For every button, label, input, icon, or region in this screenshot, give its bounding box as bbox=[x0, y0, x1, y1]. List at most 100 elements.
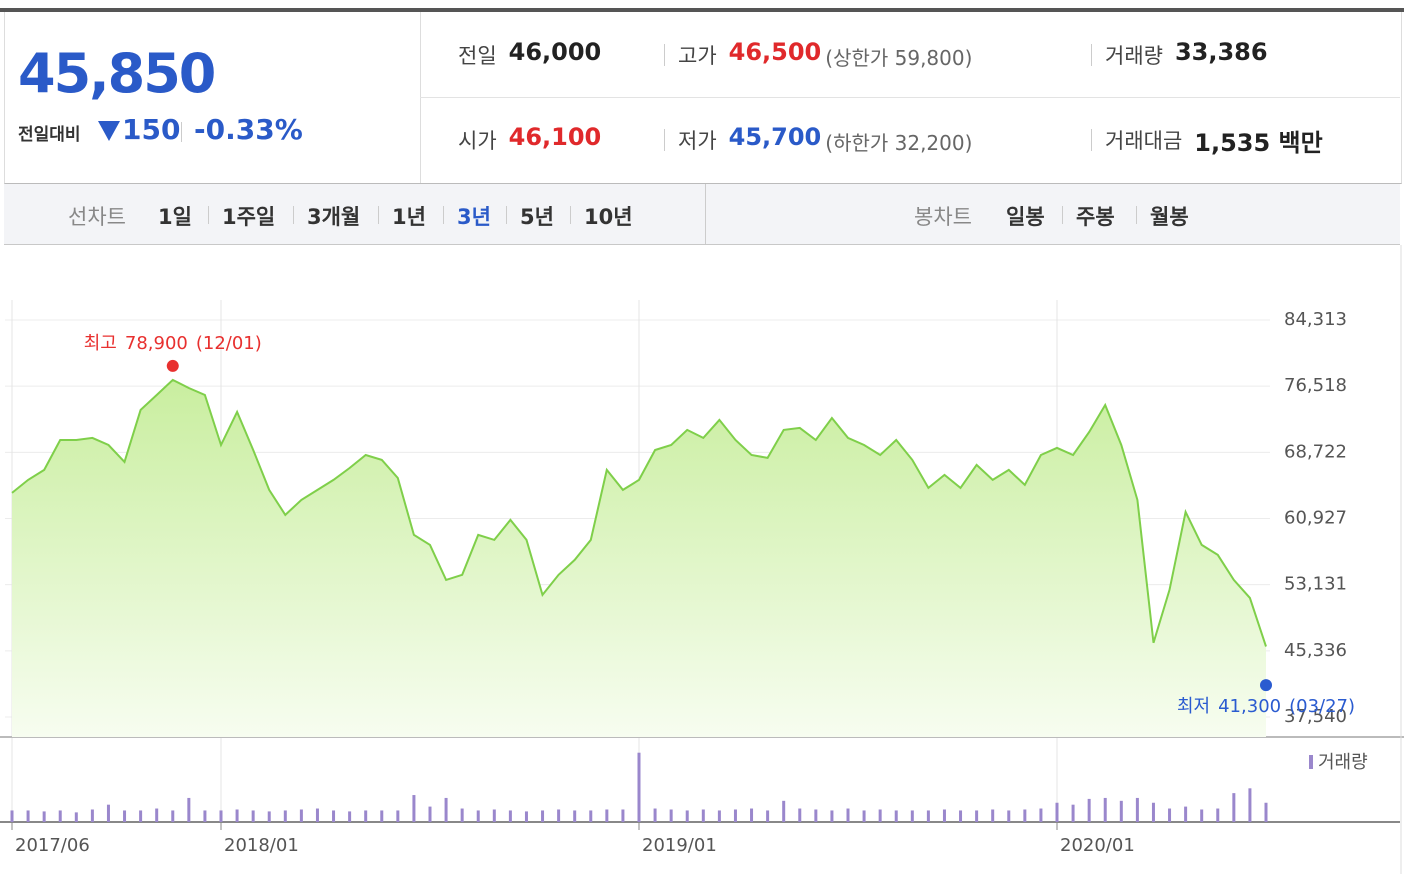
low-marker bbox=[1260, 679, 1272, 692]
tab[interactable]: 1주일 bbox=[222, 205, 276, 229]
volume-bar bbox=[766, 810, 770, 822]
volume-bar bbox=[203, 810, 207, 822]
tab[interactable]: 10년 bbox=[584, 205, 633, 229]
volume-bar bbox=[846, 808, 850, 822]
volume-bar bbox=[637, 752, 641, 822]
field-label: 전일 bbox=[458, 44, 497, 68]
field-value: 45,700 bbox=[728, 123, 822, 151]
volume-bar bbox=[830, 810, 834, 822]
y-tick-label: 45,336 bbox=[1284, 640, 1347, 661]
y-tick-label: 68,722 bbox=[1284, 441, 1347, 462]
volume-bar bbox=[975, 810, 979, 822]
volume-bar bbox=[508, 810, 512, 822]
volume-bar bbox=[428, 806, 432, 822]
x-tick-label: 2017/06 bbox=[15, 835, 90, 856]
volume-bar bbox=[42, 811, 46, 822]
tab[interactable]: 3개월 bbox=[307, 205, 361, 229]
volume-bar bbox=[1200, 809, 1204, 822]
change-rate: -0.33% bbox=[194, 113, 303, 146]
current-price: 45,850 bbox=[18, 42, 216, 105]
y-tick-label: 84,313 bbox=[1284, 309, 1347, 330]
volume-bar bbox=[894, 810, 898, 822]
volume-bar bbox=[444, 797, 448, 822]
volume-bar bbox=[1168, 808, 1172, 822]
field-label: 거래대금 bbox=[1105, 129, 1183, 153]
volume-bar bbox=[235, 809, 239, 822]
tab[interactable]: 1일 bbox=[158, 205, 192, 229]
tab[interactable]: 3년 bbox=[457, 205, 491, 229]
volume-bar bbox=[524, 811, 528, 822]
volume-bar bbox=[267, 811, 271, 822]
volume-bar bbox=[251, 810, 255, 822]
volume-bar bbox=[733, 809, 737, 822]
volume-bar bbox=[492, 809, 496, 822]
volume-bar bbox=[926, 810, 930, 822]
volume-bar bbox=[1039, 808, 1043, 822]
x-tick-label: 2018/01 bbox=[224, 835, 299, 856]
separator bbox=[506, 206, 507, 224]
field-label: 시가 bbox=[458, 129, 497, 153]
volume-bar bbox=[1135, 797, 1139, 822]
volume-bar bbox=[1087, 798, 1091, 822]
volume-bar bbox=[589, 810, 593, 822]
field-value: 33,386 bbox=[1174, 38, 1268, 66]
volume-bar bbox=[1264, 802, 1268, 822]
down-icon bbox=[98, 121, 120, 141]
separator bbox=[378, 206, 379, 224]
volume-bar bbox=[862, 810, 866, 822]
volume-bar bbox=[219, 810, 223, 822]
volume-bar bbox=[187, 797, 191, 822]
y-tick-label: 76,518 bbox=[1284, 375, 1347, 396]
volume-bar bbox=[10, 810, 14, 822]
volume-bar bbox=[1184, 806, 1188, 822]
volume-bar bbox=[315, 808, 319, 822]
divider bbox=[420, 97, 1400, 98]
separator bbox=[664, 44, 665, 66]
x-tick-label: 2019/01 bbox=[642, 835, 717, 856]
field-label: 고가 bbox=[678, 44, 717, 68]
volume-bar bbox=[1007, 810, 1011, 822]
volume-bar bbox=[653, 808, 657, 822]
volume-bar bbox=[90, 809, 94, 822]
volume-bar bbox=[348, 811, 352, 822]
volume-bar bbox=[910, 810, 914, 822]
volume-bar bbox=[171, 810, 175, 822]
summary-panel bbox=[4, 12, 1402, 184]
tab[interactable]: 5년 bbox=[520, 205, 554, 229]
tab[interactable]: 월봉 bbox=[1150, 205, 1189, 229]
volume-bar bbox=[155, 808, 159, 822]
high-label: 최고 78,900 (12/01) bbox=[84, 333, 262, 354]
volume-bar bbox=[26, 810, 30, 822]
volume-bar bbox=[782, 800, 786, 822]
volume-bar bbox=[412, 795, 416, 822]
volume-bar bbox=[573, 810, 577, 822]
legend-label: 거래량 bbox=[1318, 752, 1368, 773]
tab[interactable]: 일봉 bbox=[1006, 205, 1045, 229]
separator bbox=[293, 206, 294, 224]
volume-bar bbox=[750, 808, 754, 822]
high-label: 최고 bbox=[84, 333, 117, 354]
price-area bbox=[12, 379, 1266, 737]
volume-bar bbox=[1151, 802, 1155, 822]
volume-bar bbox=[380, 810, 384, 822]
tab[interactable]: 1년 bbox=[392, 205, 426, 229]
volume-bar bbox=[669, 809, 673, 822]
volume-bar bbox=[74, 812, 78, 822]
y-tick-label: 60,927 bbox=[1284, 507, 1347, 528]
volume-bar bbox=[717, 810, 721, 822]
separator bbox=[443, 206, 444, 224]
volume-bar bbox=[139, 810, 143, 822]
separator bbox=[664, 129, 665, 151]
separator bbox=[1091, 44, 1092, 66]
volume-bar bbox=[58, 810, 62, 822]
change-label: 전일대비 bbox=[18, 125, 81, 145]
tab[interactable]: 주봉 bbox=[1076, 205, 1115, 229]
volume-bar bbox=[476, 810, 480, 822]
separator bbox=[1062, 206, 1063, 224]
volume-bar bbox=[1119, 800, 1123, 822]
legend-swatch bbox=[1309, 755, 1313, 769]
separator bbox=[1136, 206, 1137, 224]
low-label: 최저 41,300 (03/27) bbox=[1177, 696, 1355, 717]
price-line bbox=[11, 378, 1267, 647]
